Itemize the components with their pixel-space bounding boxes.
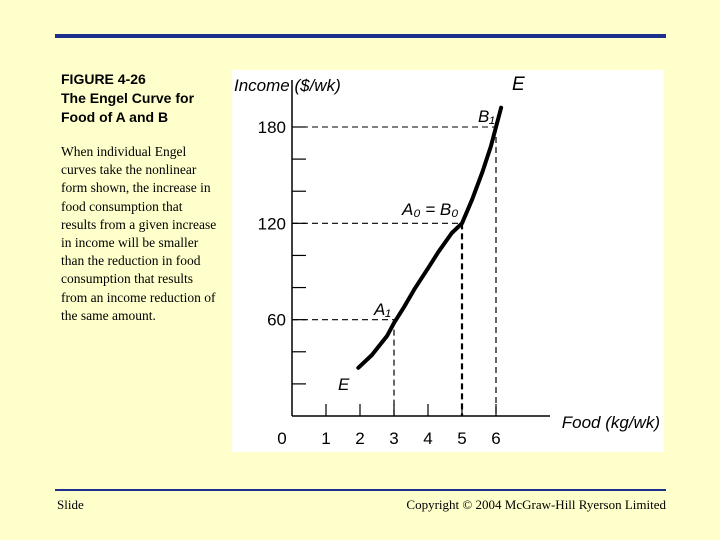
y-axis-label: Income ($/wk) [234,76,341,95]
x-axis-label: Food (kg/wk) [562,413,660,432]
figure-title-block: FIGURE 4-26 The Engel Curve for Food of … [61,70,221,127]
axes [291,80,550,417]
chart-panel: 60 120 180 0 1 2 3 4 5 6 Income ($/wk) Food (kg/w… [232,70,664,452]
x-tick-label: 6 [491,429,500,448]
figure-title-line-1: The Engel Curve for [61,90,195,106]
y-tick-label: 180 [258,118,286,137]
figure-title-line-2: Food of A and B [61,109,169,125]
copyright-notice: Copyright © 2004 McGraw-Hill Ryerson Lim… [406,497,666,512]
bottom-rule [55,489,666,491]
engel-curve [356,105,504,370]
point-label-a0-b0: A₀ = B₀ [401,200,458,219]
x-tick-label: 3 [389,429,398,448]
figure-label: FIGURE 4-26 [61,71,146,87]
x-tick-label: 1 [321,429,330,448]
x-tick-label: 4 [423,429,432,448]
x-tick-label: 2 [355,429,364,448]
chart-labels: Income ($/wk) Food (kg/wk) E E B₁ A₀ = B… [234,74,660,432]
point-label-b1: B₁ [478,107,495,126]
y-tick-label: 120 [258,214,286,233]
figure-caption: When individual Engel curves take the no… [61,144,217,323]
curve-layer [356,105,504,370]
x-tick-label: 0 [277,429,286,448]
slide-label: Slide [57,497,84,512]
point-label-a1: A₁ [373,300,391,319]
curve-label-top: E [512,74,525,95]
top-rule [55,34,666,38]
y-tick-label: 60 [267,311,286,330]
ticks: 60 120 180 0 1 2 3 4 5 6 [258,118,501,448]
curve-label-bottom: E [338,375,350,394]
reference-lines [292,126,497,416]
engel-curve-chart: 60 120 180 0 1 2 3 4 5 6 Income ($/wk) Food (kg/w… [234,74,660,448]
x-tick-label: 5 [457,429,466,448]
